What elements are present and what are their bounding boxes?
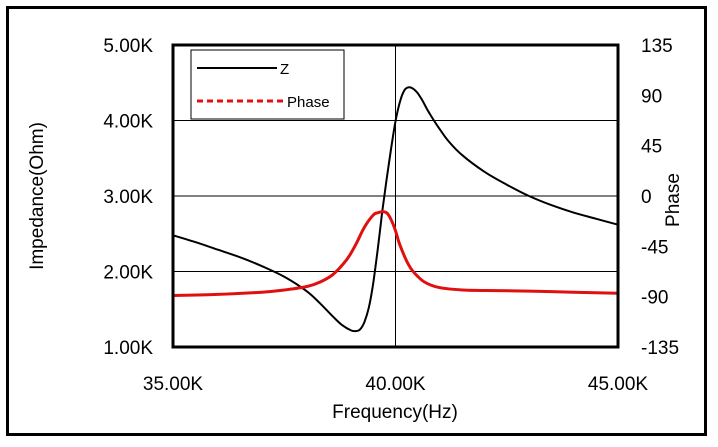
y2-tick-label: 135 <box>641 36 673 57</box>
x-tick-label: 40.00K <box>365 374 426 395</box>
legend-label-phase: Phase <box>287 94 330 111</box>
y-tick-label: 4.00K <box>103 112 153 133</box>
x-tick-label: 45.00K <box>588 374 649 395</box>
y2-axis-title: Phase <box>663 173 684 227</box>
plot-area-border <box>171 43 620 349</box>
y2-tick-label: -45 <box>641 237 668 258</box>
legend-label-z: Z <box>280 61 289 78</box>
legend-box <box>190 49 345 120</box>
series-lines <box>172 86 619 333</box>
y-tick-label: 1.00K <box>103 338 153 359</box>
x-axis-title: Frequency(Hz) <box>332 402 458 423</box>
series-line-z <box>172 86 619 333</box>
y2-tick-labels: -135 -90 -45 0 45 90 135 <box>641 36 679 359</box>
x-tick-label: 35.00K <box>143 374 204 395</box>
y-tick-label: 3.00K <box>103 187 153 208</box>
y2-tick-label: 45 <box>641 137 662 158</box>
y-axis-title: Impedance(Ohm) <box>27 122 48 270</box>
y-tick-label: 5.00K <box>103 36 153 57</box>
y-tick-label: 2.00K <box>103 263 153 284</box>
y2-tick-label: 0 <box>641 187 652 208</box>
y2-tick-label: -90 <box>641 288 668 309</box>
y2-tick-label: -135 <box>641 338 679 359</box>
series-line-phase <box>172 210 619 297</box>
y-tick-labels: 1.00K 2.00K 3.00K 4.00K 5.00K <box>103 36 153 359</box>
legend: Z Phase <box>190 49 345 120</box>
x-tick-labels: 35.00K 40.00K 45.00K <box>143 374 649 395</box>
chart-frame <box>6 6 707 436</box>
y2-tick-label: 90 <box>641 86 662 107</box>
